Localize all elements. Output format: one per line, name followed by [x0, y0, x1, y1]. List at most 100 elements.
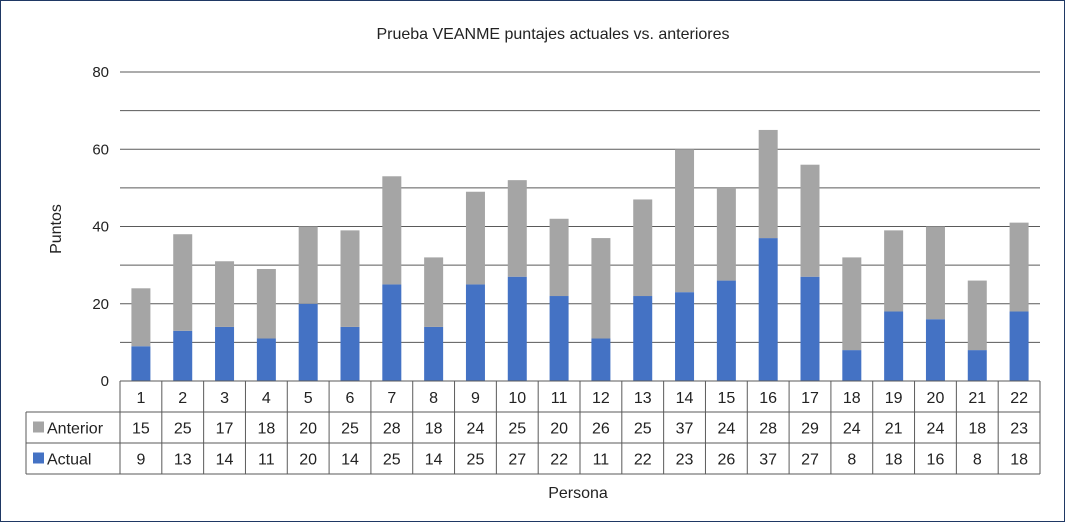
table-cell: 8 [847, 452, 856, 469]
table-cell: 15 [132, 421, 150, 438]
legend-swatch [33, 421, 44, 433]
table-cell: 13 [174, 452, 192, 469]
bar-actual-3 [215, 326, 235, 381]
bar-actual-22 [1009, 311, 1029, 381]
y-tick-label: 60 [92, 141, 109, 158]
bar-anterior-6 [340, 230, 360, 327]
table-cell: 24 [927, 421, 945, 438]
y-tick-label: 80 [92, 64, 109, 81]
bar-anterior-21 [967, 280, 987, 351]
table-cell: 28 [383, 421, 401, 438]
table-cell: 25 [467, 452, 485, 469]
table-cell: 14 [425, 452, 443, 469]
bar-anterior-7 [382, 176, 402, 285]
bar-actual-12 [591, 338, 611, 381]
y-tick-label: 0 [101, 373, 109, 390]
bars [131, 129, 1029, 381]
bar-anterior-3 [215, 261, 235, 327]
bar-anterior-11 [549, 218, 569, 297]
category-label: 6 [346, 390, 355, 407]
table-cell: 27 [801, 452, 819, 469]
table-cell: 25 [508, 421, 526, 438]
bar-actual-7 [382, 284, 402, 381]
bar-actual-6 [340, 326, 360, 381]
bar-anterior-10 [507, 180, 527, 277]
table-cell: 22 [550, 452, 568, 469]
bar-actual-5 [298, 303, 318, 381]
bar-anterior-19 [884, 230, 904, 312]
category-label: 2 [178, 390, 187, 407]
legend-label: Actual [47, 452, 91, 469]
bar-anterior-17 [800, 164, 820, 277]
bar-anterior-18 [842, 257, 862, 351]
category-label: 12 [592, 390, 610, 407]
table-cell: 26 [717, 452, 735, 469]
table-cell: 24 [467, 421, 485, 438]
bar-actual-14 [675, 292, 695, 381]
bar-actual-8 [424, 326, 444, 381]
y-tick-label: 40 [92, 219, 109, 236]
category-label: 21 [968, 390, 986, 407]
bar-actual-10 [507, 276, 527, 381]
table-cell: 14 [216, 452, 234, 469]
bar-anterior-20 [925, 226, 945, 320]
category-label: 4 [262, 390, 271, 407]
y-tick-label: 20 [92, 296, 109, 313]
legend-swatch [33, 452, 44, 464]
bar-anterior-14 [675, 149, 695, 293]
bar-anterior-1 [131, 288, 151, 347]
category-label: 9 [471, 390, 480, 407]
bar-anterior-15 [716, 187, 736, 281]
table-cell: 28 [759, 421, 777, 438]
table-cell: 18 [968, 421, 986, 438]
table-cell: 27 [508, 452, 526, 469]
table-cell: 26 [592, 421, 610, 438]
bar-anterior-4 [256, 268, 276, 339]
y-axis-ticks: 0 20 40 60 80 [92, 64, 109, 390]
bar-anterior-5 [298, 226, 318, 304]
category-label: 8 [429, 390, 438, 407]
category-label: 19 [885, 390, 903, 407]
bar-actual-21 [967, 350, 987, 381]
table-cell: 25 [634, 421, 652, 438]
table-cell: 29 [801, 421, 819, 438]
table-cell: 18 [885, 452, 903, 469]
category-label: 14 [676, 390, 694, 407]
table-cell: 17 [216, 421, 234, 438]
bar-actual-13 [633, 296, 653, 381]
legend-label: Anterior [47, 421, 104, 438]
bar-actual-2 [173, 330, 193, 381]
table-cell: 24 [843, 421, 861, 438]
x-axis-label: Persona [548, 485, 608, 502]
table-cell: 11 [258, 452, 275, 469]
table-cell: 21 [885, 421, 903, 438]
category-label: 18 [843, 390, 861, 407]
table-cell: 18 [257, 421, 275, 438]
bar-actual-1 [131, 346, 151, 381]
table-cell: 9 [136, 452, 145, 469]
table-cell: 22 [634, 452, 652, 469]
table-cell: 18 [425, 421, 443, 438]
table-cell: 23 [1010, 421, 1028, 438]
bar-anterior-13 [633, 199, 653, 297]
table-cell: 25 [383, 452, 401, 469]
table-cell: 37 [759, 452, 777, 469]
category-label: 3 [220, 390, 229, 407]
bar-actual-17 [800, 276, 820, 381]
bar-actual-16 [758, 238, 778, 381]
table-cell: 14 [341, 452, 359, 469]
bar-actual-18 [842, 350, 862, 381]
table-cell: 18 [1010, 452, 1028, 469]
category-label: 16 [759, 390, 777, 407]
table-cell: 24 [717, 421, 735, 438]
y-axis-label: Puntos [48, 204, 65, 254]
table-cell: 8 [973, 452, 982, 469]
table-cell: 25 [174, 421, 192, 438]
category-label: 17 [801, 390, 819, 407]
table-cell: 20 [299, 452, 317, 469]
bar-actual-19 [884, 311, 904, 381]
bar-actual-20 [925, 319, 945, 381]
category-label: 13 [634, 390, 652, 407]
bar-anterior-16 [758, 129, 778, 239]
table-cell: 16 [927, 452, 945, 469]
